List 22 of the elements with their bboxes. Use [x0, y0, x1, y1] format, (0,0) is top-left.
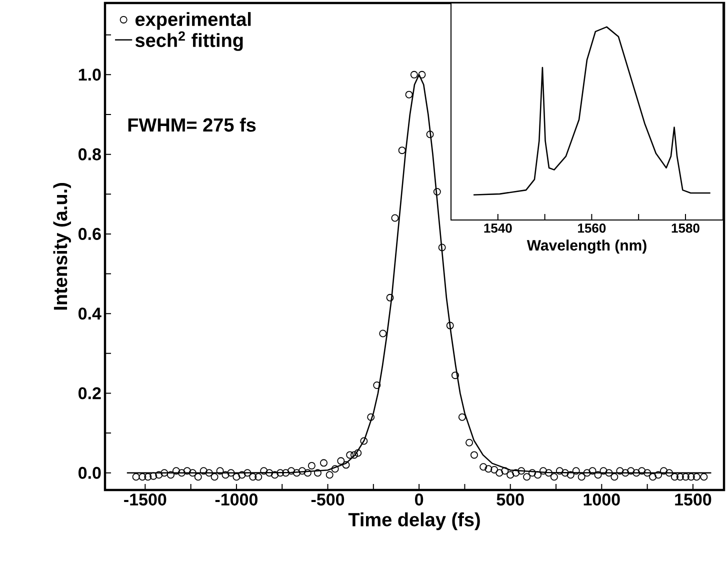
legend-label: experimental	[135, 12, 251, 30]
x-axis-title: Wavelength (nm)	[526, 240, 646, 254]
annotation: FWHM= 275 fs	[128, 118, 256, 132]
x-tick-label: 1560	[578, 224, 606, 233]
y-tick-label: 0.2	[78, 387, 101, 400]
y-tick-label: 0.6	[78, 228, 101, 240]
legend-label: sech$^{2}$ fitting	[135, 31, 243, 51]
x-tick-label: 0	[415, 494, 424, 506]
y-tick-label: 0.0	[78, 466, 101, 479]
y-axis-title: Intensity (a.u.)	[53, 183, 71, 310]
x-tick-label: 1000	[584, 494, 620, 506]
x-tick-label: -1000	[215, 494, 258, 506]
x-axis-title: Time delay (fs)	[348, 512, 480, 530]
y-tick-label: 1.0	[78, 68, 101, 81]
x-tick-label: -1500	[124, 494, 166, 506]
y-tick-label: 0.4	[78, 308, 102, 320]
x-tick-label: 1540	[484, 224, 512, 233]
x-tick-label: 1580	[672, 224, 700, 233]
x-tick-label: 500	[496, 494, 524, 506]
y-tick-label: 0.8	[78, 148, 101, 160]
x-tick-label: 1500	[675, 494, 712, 506]
x-tick-label: -500	[311, 494, 344, 506]
